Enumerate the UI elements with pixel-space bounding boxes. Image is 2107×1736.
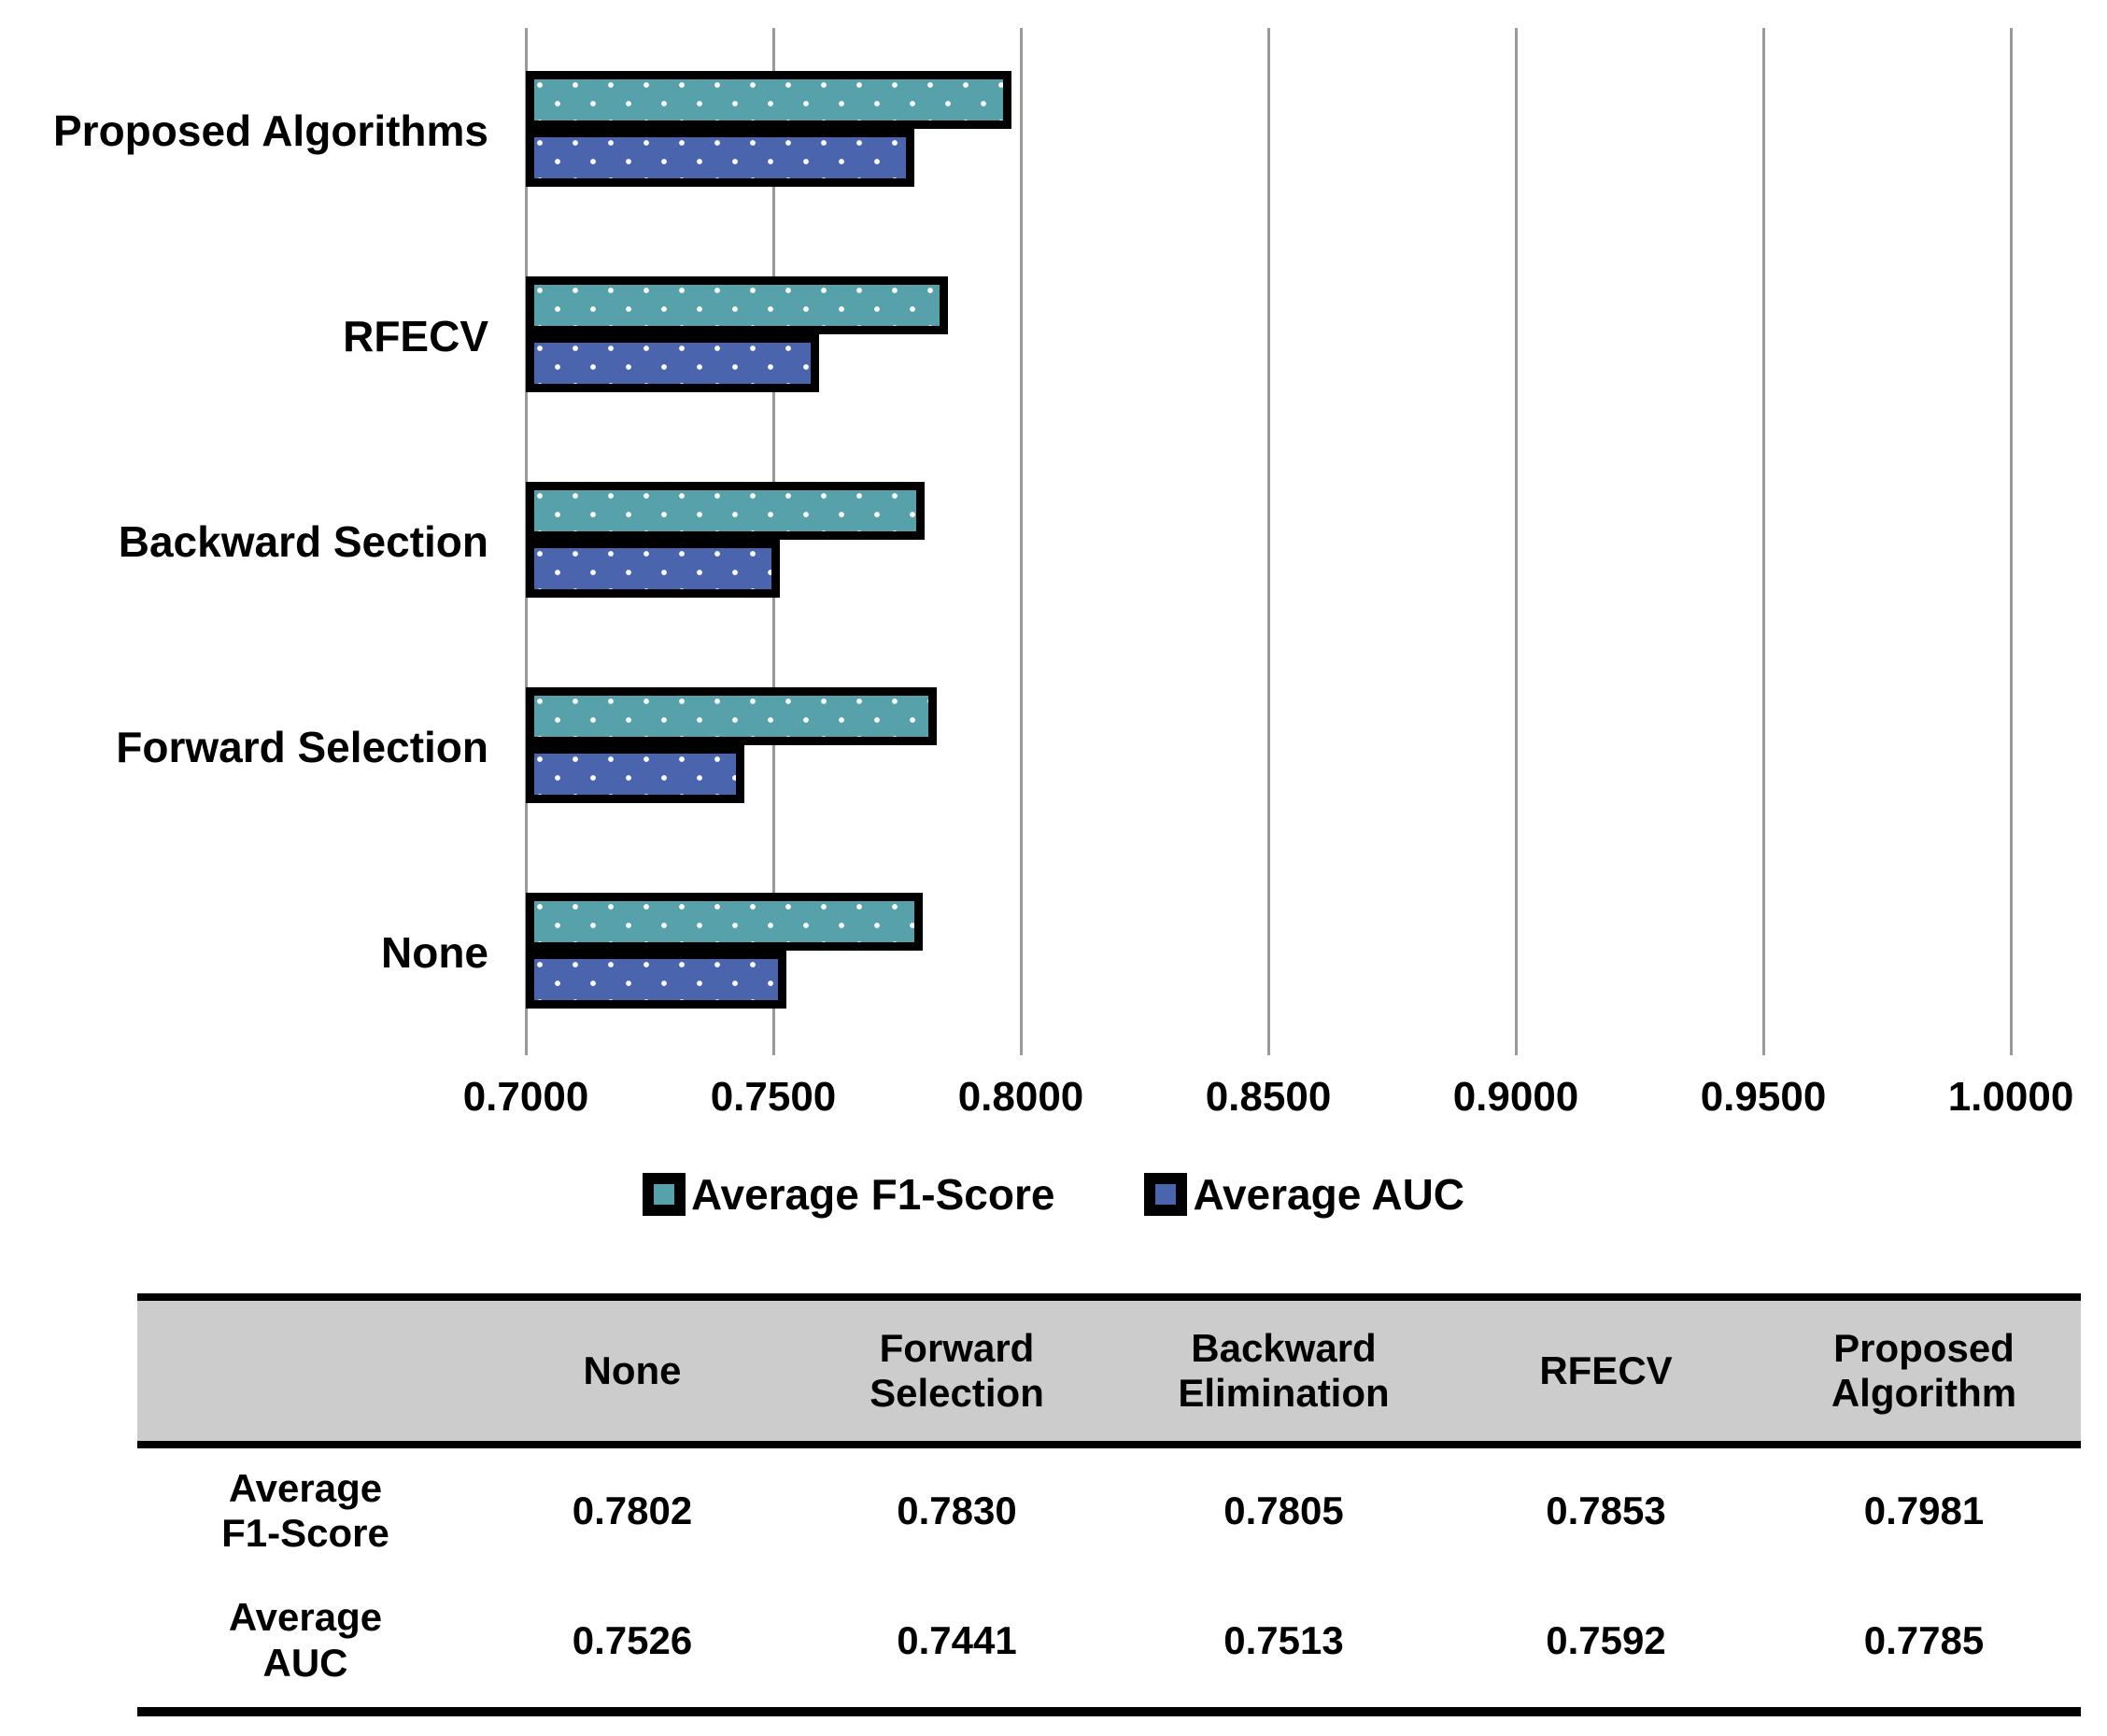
value-cell: 0.7513 xyxy=(1123,1574,1445,1716)
bar-auc-category-1 xyxy=(526,334,819,392)
bar-auc-category-4 xyxy=(526,951,786,1009)
x-tick-label: 0.9500 xyxy=(1700,1074,1827,1120)
row-header: Average F1-Score xyxy=(221,1465,389,1555)
gridline xyxy=(1514,28,1518,1055)
legend-label-auc: Average AUC xyxy=(1193,1170,1465,1219)
f1-legend-swatch-icon xyxy=(642,1173,686,1216)
gridline xyxy=(1267,28,1270,1055)
results-table: None Forward Selection Backward Eliminatio… xyxy=(137,1293,2081,1716)
bar-auc-category-2 xyxy=(526,540,780,598)
category-label: RFECV xyxy=(343,312,488,360)
chart-legend: Average F1-Score Average AUC xyxy=(0,1169,2107,1220)
column-header: Forward Selection xyxy=(791,1293,1123,1448)
category-label: Forward Selection xyxy=(116,723,488,771)
bar-f1-category-4 xyxy=(526,893,924,951)
x-tick-label: 0.7500 xyxy=(710,1074,837,1120)
results-table-header: None Forward Selection Backward Eliminatio… xyxy=(137,1293,2081,1448)
category-label: Proposed Algorithms xyxy=(53,106,488,155)
category-label: None xyxy=(381,928,488,977)
value-cell: 0.7981 xyxy=(1863,1489,1985,1532)
bar-f1-category-3 xyxy=(526,687,937,745)
value-cell: 0.7785 xyxy=(1767,1574,2081,1716)
row-header: Average AUC xyxy=(137,1574,474,1716)
legend-item-f1: Average F1-Score xyxy=(642,1169,1055,1220)
results-table-body: Average F1-Score 0.7802 0.7830 0.7805 0.7853… xyxy=(137,1445,2081,1716)
table-row: Average AUC 0.7526 0.7441 0.7513 0.7592 0.778… xyxy=(137,1574,2081,1716)
value-cell: 0.7802 xyxy=(572,1489,693,1532)
bar-auc-category-0 xyxy=(526,129,915,187)
bar-auc-category-3 xyxy=(526,745,744,803)
bar-chart: Proposed Algorithms RFECV Backward Section… xyxy=(0,28,2107,1220)
gridline xyxy=(1019,28,1023,1055)
table-row: Average F1-Score 0.7802 0.7830 0.7805 0.7853… xyxy=(137,1445,2081,1574)
plot-area xyxy=(525,28,2013,1055)
gridline xyxy=(1762,28,1765,1055)
corner-header-cell xyxy=(137,1293,474,1448)
value-cell: 0.7526 xyxy=(474,1574,791,1716)
value-cell: 0.7592 xyxy=(1445,1574,1767,1716)
legend-item-auc: Average AUC xyxy=(1144,1169,1464,1220)
value-cell: 0.7830 xyxy=(897,1489,1017,1532)
category-label: Backward Section xyxy=(118,517,488,566)
column-header: RFECV xyxy=(1445,1293,1767,1448)
bar-f1-category-0 xyxy=(526,71,1011,129)
value-cell: 0.7805 xyxy=(1223,1489,1344,1532)
x-tick-label: 0.8500 xyxy=(1205,1074,1332,1120)
x-tick-label: 0.8000 xyxy=(957,1074,1084,1120)
x-tick-label: 0.7000 xyxy=(462,1074,589,1120)
value-cell: 0.7853 xyxy=(1546,1489,1666,1532)
column-header: Proposed Algorithm xyxy=(1767,1293,2081,1448)
x-tick-label: 0.9000 xyxy=(1452,1074,1579,1120)
gridline xyxy=(2010,28,2013,1055)
auc-legend-swatch-icon xyxy=(1144,1173,1188,1216)
column-header: None xyxy=(474,1293,791,1448)
bar-f1-category-1 xyxy=(526,276,949,334)
value-cell: 0.7441 xyxy=(791,1574,1123,1716)
category-axis-labels: Proposed Algorithms RFECV Backward Section… xyxy=(0,28,488,1055)
bar-f1-category-2 xyxy=(526,482,925,540)
legend-label-f1: Average F1-Score xyxy=(690,1170,1055,1219)
x-axis-ticks: 0.7000 0.7500 0.8000 0.8500 0.9000 0.9500 1.00… xyxy=(463,1074,2074,1134)
column-header: Backward Elimination xyxy=(1123,1293,1445,1448)
x-tick-label: 1.0000 xyxy=(1947,1074,2074,1120)
